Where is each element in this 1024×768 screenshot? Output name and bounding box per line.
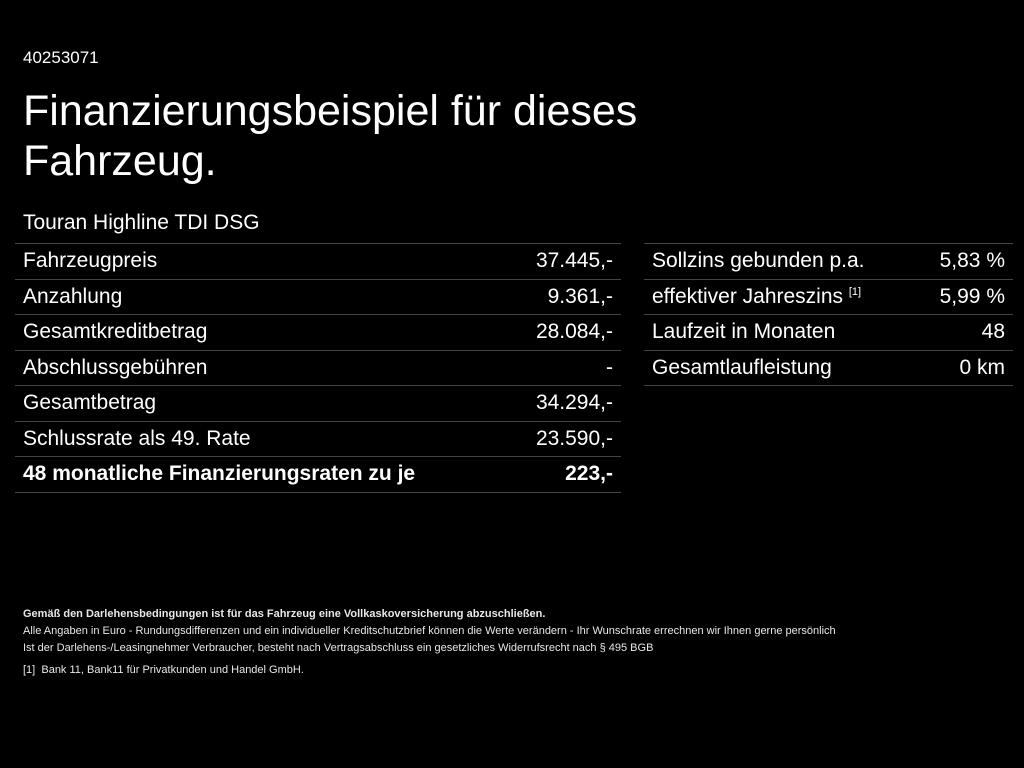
vehicle-model: Touran Highline TDI DSG [23, 211, 260, 234]
table-row: Schlussrate als 49. Rate 23.590,- [15, 422, 621, 457]
row-value: 23.590,- [535, 426, 613, 450]
table-row: Sollzins gebunden p.a. 5,83 % [644, 244, 1013, 280]
row-value: 5,83 % [939, 249, 1005, 273]
page-title: Finanzierungsbeispiel für dieses Fahrzeu… [23, 87, 638, 185]
table-row: effektiver Jahreszins [1] 5,99 % [644, 280, 1013, 315]
row-label: Fahrzeugpreis [23, 249, 158, 273]
table-row: Gesamtbetrag 34.294,- [15, 386, 621, 422]
table-row: Anzahlung 9.361,- [15, 280, 621, 315]
row-label-text: effektiver Jahreszins [652, 284, 844, 308]
row-label: Gesamtbetrag [23, 391, 157, 415]
row-label: 48 monatliche Finanzierungsraten zu je [23, 462, 416, 486]
row-label: effektiver Jahreszins [1] [652, 285, 861, 309]
row-label: Schlussrate als 49. Rate [23, 426, 251, 450]
footnote-mark: [1] [23, 664, 36, 676]
table-row: Abschlussgebühren - [15, 351, 621, 386]
row-label: Gesamtkreditbetrag [23, 320, 208, 344]
table-row: Gesamtkreditbetrag 28.084,- [15, 315, 621, 351]
table-row: Fahrzeugpreis 37.445,- [15, 244, 621, 280]
row-value: 28.084,- [535, 320, 613, 344]
row-label: Laufzeit in Monaten [652, 320, 836, 344]
row-label: Sollzins gebunden p.a. [652, 249, 865, 273]
footnote-text: Bank 11, Bank11 für Privatkunden und Han… [41, 664, 304, 676]
footnote: [1] Bank 11, Bank11 für Privatkunden und… [23, 662, 836, 679]
row-label: Anzahlung [23, 284, 123, 308]
row-label: Abschlussgebühren [23, 355, 208, 379]
row-value: 48 [981, 320, 1005, 344]
interest-table: Sollzins gebunden p.a. 5,83 % effektiver … [644, 243, 1013, 386]
row-value: 37.445,- [535, 249, 613, 273]
disclaimer-line: Alle Angaben in Euro - Rundungsdifferenz… [23, 625, 836, 637]
row-value: 5,99 % [939, 284, 1005, 308]
row-value: 0 km [959, 355, 1005, 379]
row-value: 9.361,- [547, 284, 613, 308]
withdrawal-note: Ist der Darlehens-/Leasingnehmer Verbrau… [23, 642, 654, 654]
row-value: - [606, 355, 613, 379]
insurance-note: Gemäß den Darlehensbedingungen ist für d… [23, 608, 546, 620]
table-row: Gesamtlaufleistung 0 km [644, 351, 1013, 386]
row-label: Gesamtlaufleistung [652, 355, 832, 379]
table-row: Laufzeit in Monaten 48 [644, 315, 1013, 351]
vehicle-id: 40253071 [23, 48, 99, 67]
financing-table: Fahrzeugpreis 37.445,- Anzahlung 9.361,- G… [15, 243, 621, 493]
legal-notes: Gemäß den Darlehensbedingungen ist für d… [23, 606, 836, 679]
footnote-ref: [1] [848, 285, 862, 298]
row-value: 34.294,- [535, 391, 613, 415]
row-value: 223,- [565, 462, 613, 486]
monthly-rate-row: 48 monatliche Finanzierungsraten zu je 22… [15, 457, 621, 493]
